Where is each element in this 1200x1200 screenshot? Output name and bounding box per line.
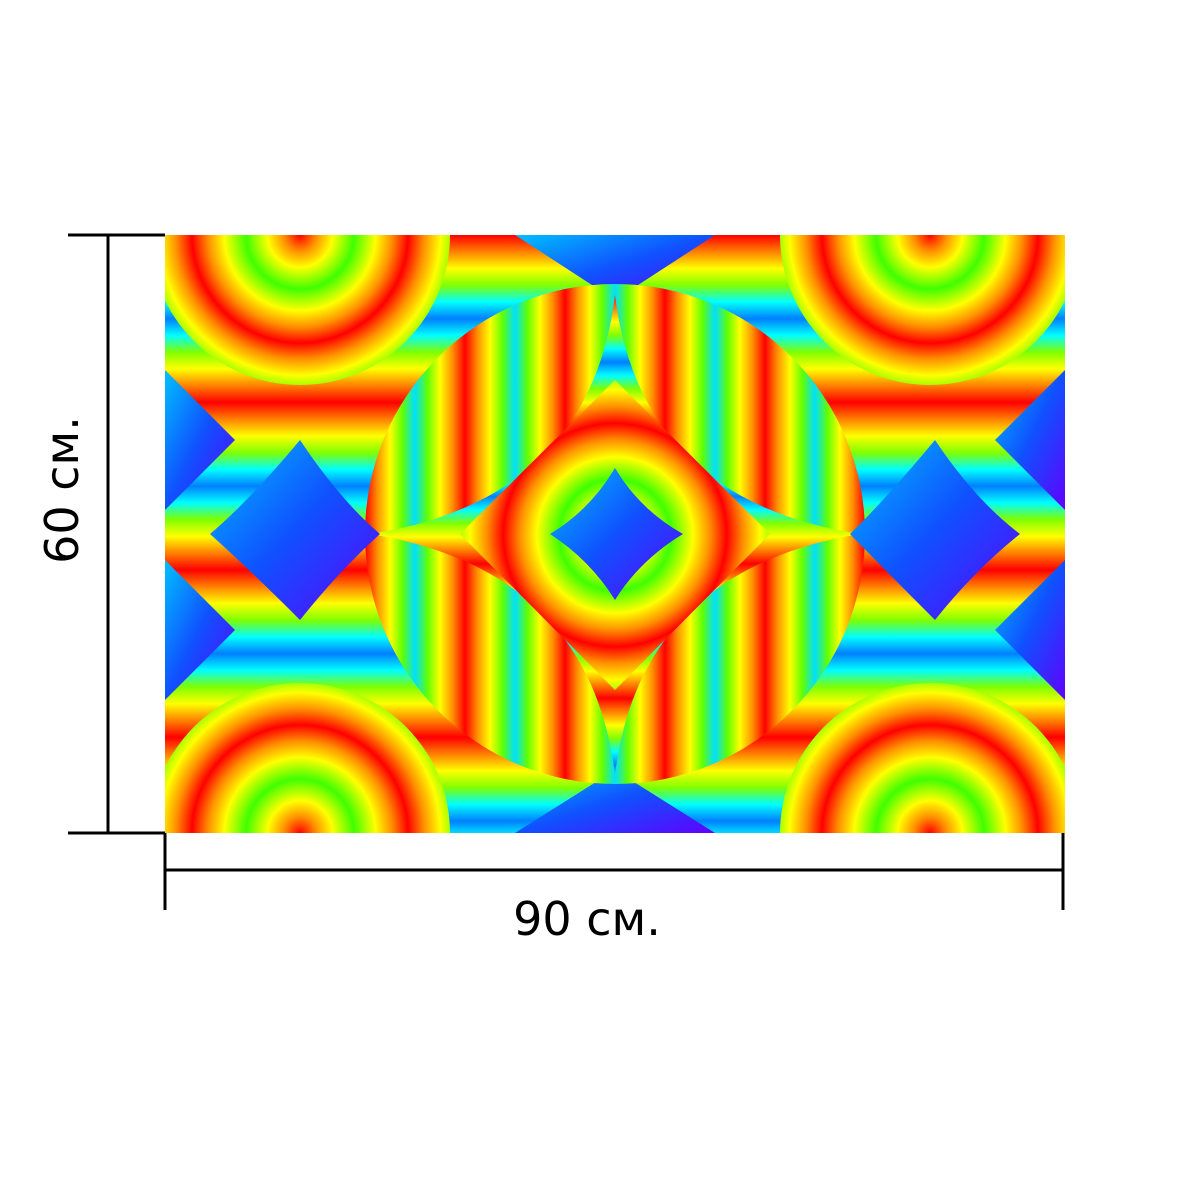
width-label: 90 см. [513,892,661,946]
height-label: 60 см. [35,416,89,564]
pattern [165,235,1065,833]
dimension-lines [68,233,1065,910]
